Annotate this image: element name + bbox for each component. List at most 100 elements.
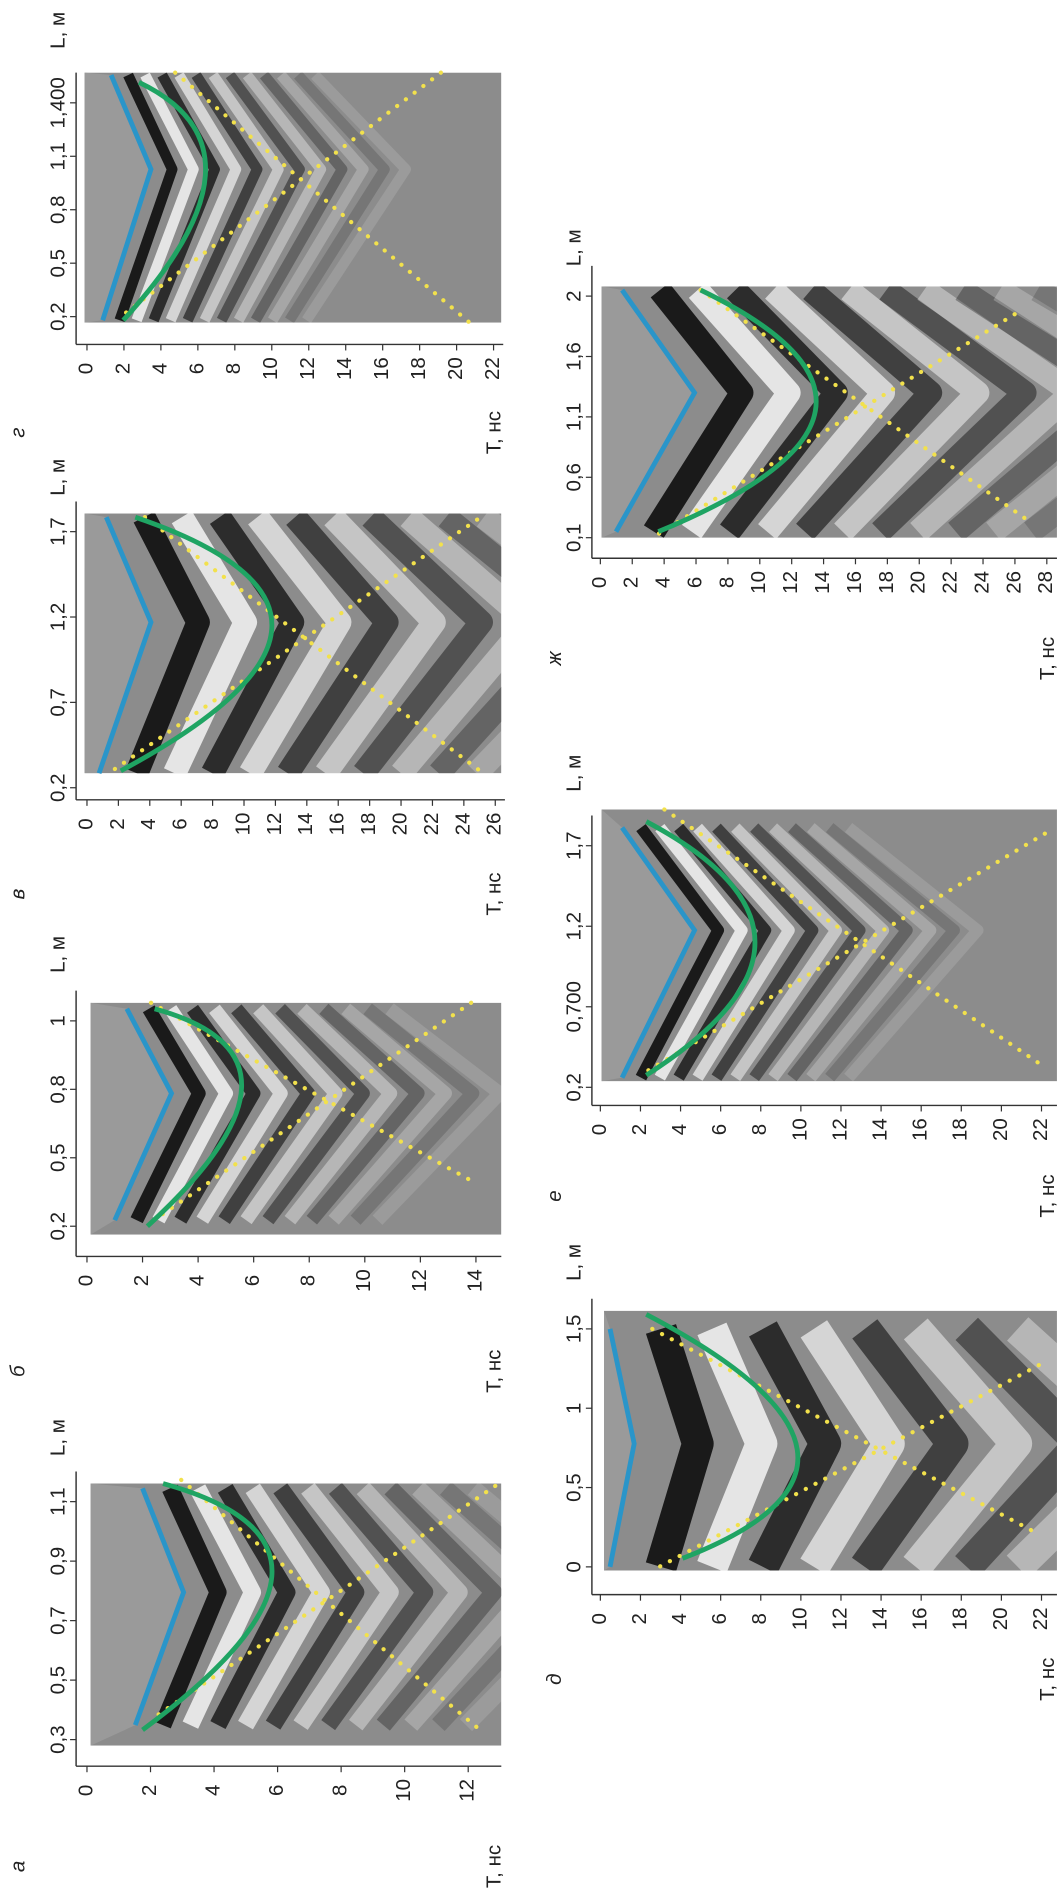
l-tick-label: 0: [562, 1561, 585, 1572]
reflection-band: [218, 1004, 316, 1224]
direct-wave: [100, 74, 154, 321]
direct-wave: [96, 516, 154, 775]
hyperbola-asymptote: [650, 1326, 1041, 1537]
panel: 0 2 4 6 8 10 12 14 16 18 20 22 24 260,20,71,21,7L, мТ…: [7, 459, 717, 916]
l-tick-label: 0,5: [562, 1473, 585, 1502]
reflection-band: [796, 286, 943, 538]
l-tick-label: 1,6: [562, 342, 585, 371]
t-tick-label: 24: [970, 571, 993, 594]
panel: 0 2 4 6 8 10 12 14 16 18 20 22 0 0,5 1 1,5 L, м Т, нс д: [543, 1244, 1059, 1701]
radargram: [601, 286, 1057, 538]
t-tick-label: 0: [588, 1124, 611, 1135]
t-tick-label: 8: [200, 818, 223, 829]
l-axis-title: L, м: [562, 1244, 585, 1281]
t-tick-label: 16: [909, 1607, 932, 1630]
t-tick-label: 18: [407, 357, 430, 380]
air-zone: [601, 286, 695, 538]
reflection-band: [285, 72, 390, 323]
reflection-band: [986, 286, 1057, 538]
t-tick-label: 24: [451, 813, 474, 836]
direct-wave: [133, 1487, 187, 1726]
radargram: [90, 1483, 502, 1746]
reflection-band: [250, 72, 348, 323]
t-tick-label: 6: [241, 1275, 264, 1286]
t-tick-label: 4: [668, 1613, 691, 1624]
hyperbola-asymptote: [148, 1000, 480, 1187]
l-tick-label: 1: [47, 1015, 70, 1026]
t-tick-label: 6: [683, 577, 706, 588]
reflection-band: [165, 72, 242, 323]
reflection-band: [645, 1324, 714, 1571]
hyperbola-asymptote: [650, 1363, 1041, 1573]
t-tick-label: 14: [869, 1607, 892, 1630]
t-tick-label: 10: [259, 357, 282, 380]
t-tick-label: 6: [708, 1613, 731, 1624]
panel: 0 2 4 6 8 10 12 14 16 18 20 22 24 26 280,10,61,11,62L,…: [543, 229, 1059, 680]
t-tick-label: 2: [620, 577, 643, 588]
l-tick-label: 0,3: [47, 1725, 70, 1754]
reflection-band: [350, 1003, 480, 1225]
reflection-band: [552, 517, 717, 773]
reflection-band: [302, 72, 412, 323]
t-tick-label: 0: [74, 363, 97, 374]
reflection-band: [154, 1484, 227, 1729]
t-tick-label: 8: [748, 1613, 771, 1624]
l-tick-label: 0,8: [47, 1075, 70, 1104]
hyperbola-asymptote: [179, 1477, 480, 1730]
l-tick-label: 1,2: [562, 912, 585, 941]
reflection-band: [955, 1317, 1057, 1571]
reflection-band: [643, 286, 754, 538]
reflection-band: [404, 1483, 502, 1731]
hyperbola-asymptote: [142, 515, 486, 776]
t-tick-label: 0: [588, 1613, 611, 1624]
t-tick-label: 10: [788, 1118, 811, 1141]
reflection-band: [430, 513, 502, 774]
radargram: [84, 513, 717, 774]
t-tick-label: 0: [74, 1785, 97, 1796]
t-tick-label: 18: [949, 1607, 972, 1630]
reflection-curve: [657, 287, 819, 534]
reflection-band: [196, 1004, 288, 1224]
t-tick-label: 2: [106, 818, 129, 829]
reflection-band: [844, 823, 984, 1082]
radargram: [603, 1310, 1057, 1571]
t-tick-label: 4: [652, 577, 675, 588]
reflection-curve: [141, 1481, 275, 1732]
direct-wave: [607, 1328, 637, 1568]
t-tick-label: 28: [1034, 571, 1057, 594]
reflection-band: [903, 1318, 1033, 1571]
reflection-band: [239, 513, 352, 774]
reflection-band: [787, 823, 913, 1082]
reflection-band: [372, 1003, 502, 1225]
t-axis-title: Т, нс: [483, 1350, 506, 1393]
t-tick-label: 20: [388, 813, 411, 836]
reflection-band: [201, 513, 305, 774]
l-tick-label: 0,6: [562, 463, 585, 492]
t-tick-label: 8: [297, 1275, 320, 1286]
l-axis-title: L, м: [47, 936, 70, 973]
t-tick-label: 6: [265, 1785, 288, 1796]
t-tick-label: 20: [989, 1118, 1012, 1141]
reflection-band: [293, 1483, 399, 1730]
t-tick-label: 20: [907, 571, 930, 594]
reflection-band: [720, 286, 848, 538]
panel: 0 2 4 6 8 10 12 0,3 0,5 0,7 0,9 1,1 L, м Т, нс а: [7, 1419, 506, 1888]
t-tick-label: 2: [111, 363, 134, 374]
t-tick-label: 2: [138, 1785, 161, 1796]
reflection-band: [321, 1483, 434, 1731]
t-tick-label: 6: [708, 1124, 731, 1135]
reflection-band: [834, 286, 990, 538]
t-tick-label: 16: [370, 357, 393, 380]
reflection-band: [872, 286, 1037, 538]
l-tick-label: 0,1: [562, 523, 585, 552]
t-tick-label: 18: [875, 571, 898, 594]
t-tick-label: 10: [352, 1269, 375, 1292]
l-tick-label: 0,5: [47, 1144, 70, 1173]
reflection-band: [825, 823, 960, 1082]
reflection-band: [711, 823, 819, 1081]
reflection-band: [635, 824, 725, 1081]
t-tick-label: 12: [828, 1118, 851, 1141]
t-tick-label: 2: [628, 1124, 651, 1135]
t-tick-label: 22: [1029, 1607, 1052, 1630]
